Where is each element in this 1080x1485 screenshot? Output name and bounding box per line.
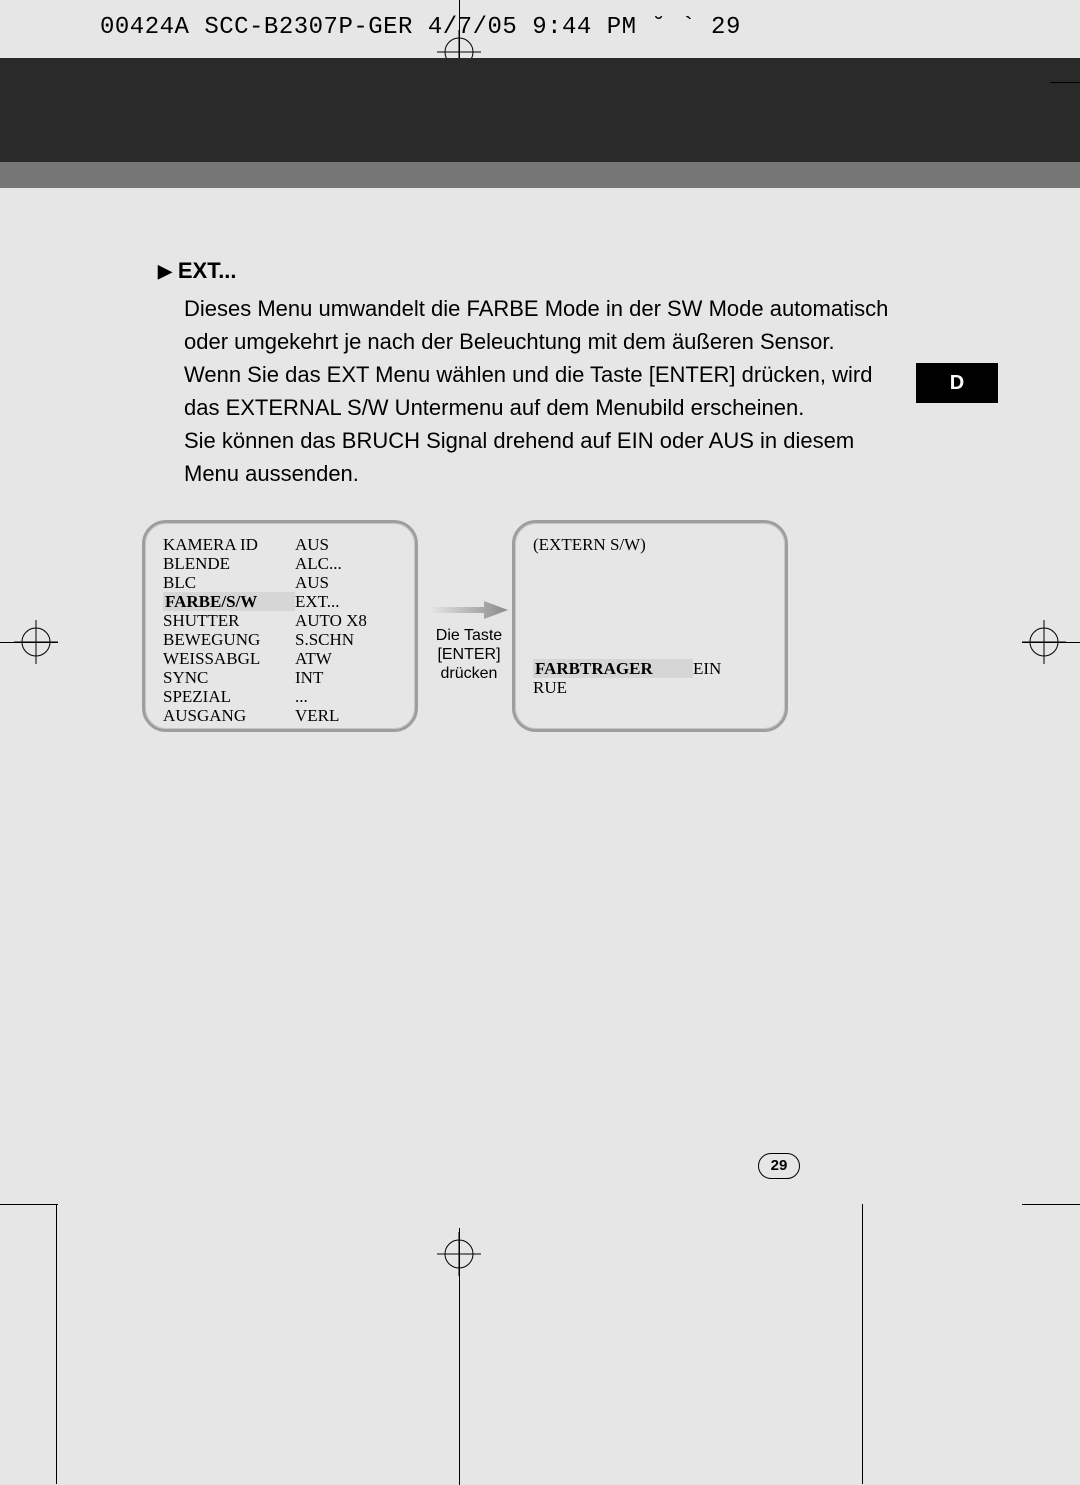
doc-page: 29 <box>711 14 741 41</box>
menu-box-main: KAMERA IDAUS BLENDEALC... BLCAUS FARBE/S… <box>142 520 418 732</box>
registration-mark-icon <box>14 620 58 664</box>
menu-row: SYNCINT <box>163 668 401 687</box>
crop-line <box>56 1204 57 1484</box>
doc-marks: ˘ ` <box>651 14 696 41</box>
submenu-row-selected: FARBTRAGEREIN <box>533 659 771 678</box>
doc-id: 00424A SCC-B2307P-GER <box>100 14 413 41</box>
registration-mark-icon <box>437 1232 481 1276</box>
language-tab: D <box>916 363 998 403</box>
section-body: Dieses Menu umwandelt die FARBE Mode in … <box>184 292 918 490</box>
menu-row: KAMERA IDAUS <box>163 535 401 554</box>
section-title-text: EXT... <box>178 258 237 283</box>
menu-box-sub: (EXTERN S/W) FARBTRAGEREIN RUE <box>512 520 788 732</box>
crop-line <box>0 1204 58 1205</box>
arrow-enter: Die Taste [ENTER] drücken <box>424 598 514 683</box>
menu-row: SHUTTERAUTO X8 <box>163 611 401 630</box>
crop-line <box>1050 82 1080 83</box>
submenu-row: RUE <box>533 678 771 697</box>
menu-diagram: KAMERA IDAUS BLENDEALC... BLCAUS FARBE/S… <box>142 520 934 750</box>
body-line: oder umgekehrt je nach der Beleuchtung m… <box>184 325 918 358</box>
arrow-right-icon <box>430 598 508 622</box>
menu-row: AUSGANGVERL <box>163 706 401 725</box>
section-heading: ▶ EXT... <box>158 258 918 284</box>
menu-row-selected: FARBE/S/WEXT... <box>163 592 401 611</box>
document-header: 00424A SCC-B2307P-GER 4/7/05 9:44 PM ˘ `… <box>100 14 741 41</box>
arrow-caption: drücken <box>424 664 514 683</box>
menu-row: BEWEGUNGS.SCHN <box>163 630 401 649</box>
arrow-caption: Die Taste <box>424 626 514 645</box>
body-line: Wenn Sie das EXT Menu wählen und die Tas… <box>184 358 918 391</box>
menu-row: BLCAUS <box>163 573 401 592</box>
submenu-title: (EXTERN S/W) <box>533 535 771 555</box>
body-line: das EXTERNAL S/W Untermenu auf dem Menub… <box>184 391 918 424</box>
page-number-badge: 29 <box>758 1153 800 1179</box>
body-line: Dieses Menu umwandelt die FARBE Mode in … <box>184 292 918 325</box>
body-line: Menu aussenden. <box>184 457 918 490</box>
registration-mark-icon <box>1022 620 1066 664</box>
menu-row: WEISSABGLATW <box>163 649 401 668</box>
bullet-icon: ▶ <box>158 261 172 282</box>
crop-line <box>862 1204 863 1484</box>
body-line: Sie können das BRUCH Signal drehend auf … <box>184 424 918 457</box>
header-strip <box>0 58 1080 188</box>
section-ext: ▶ EXT... Dieses Menu umwandelt die FARBE … <box>158 258 918 490</box>
arrow-caption: [ENTER] <box>424 645 514 664</box>
menu-row: BLENDEALC... <box>163 554 401 573</box>
menu-row: SPEZIAL... <box>163 687 401 706</box>
crop-line <box>1022 1204 1080 1205</box>
page: 00424A SCC-B2307P-GER 4/7/05 9:44 PM ˘ `… <box>0 0 1080 1485</box>
doc-time: 9:44 PM <box>532 14 636 41</box>
